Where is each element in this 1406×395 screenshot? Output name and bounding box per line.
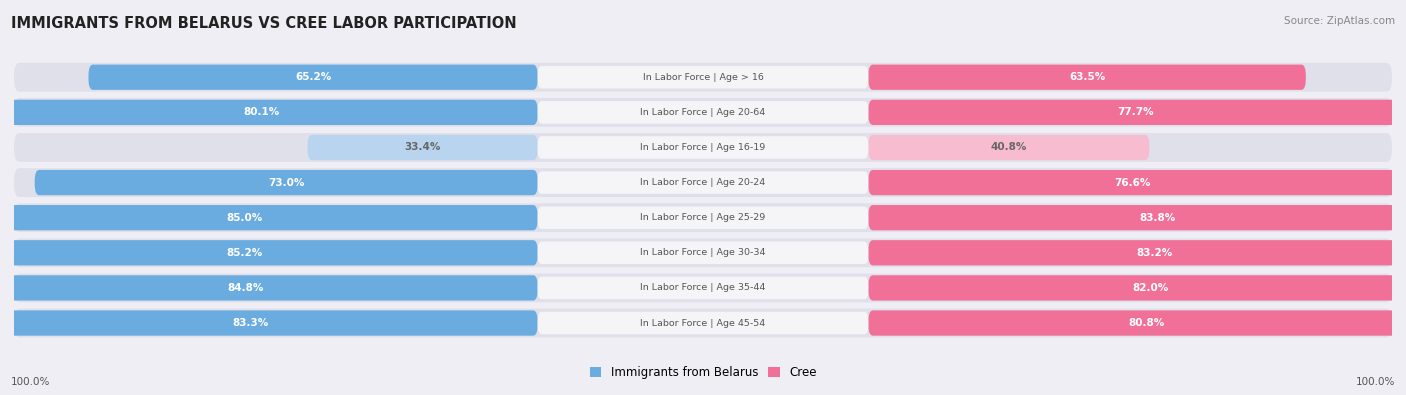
FancyBboxPatch shape — [0, 205, 537, 230]
FancyBboxPatch shape — [537, 276, 869, 299]
FancyBboxPatch shape — [869, 240, 1406, 265]
Text: 33.4%: 33.4% — [405, 143, 441, 152]
FancyBboxPatch shape — [0, 275, 537, 301]
FancyBboxPatch shape — [869, 100, 1403, 125]
FancyBboxPatch shape — [14, 203, 1392, 232]
FancyBboxPatch shape — [869, 310, 1406, 336]
FancyBboxPatch shape — [869, 205, 1406, 230]
Text: 76.6%: 76.6% — [1114, 178, 1150, 188]
Text: 65.2%: 65.2% — [295, 72, 332, 82]
FancyBboxPatch shape — [0, 240, 537, 265]
FancyBboxPatch shape — [537, 242, 869, 264]
Text: In Labor Force | Age 16-19: In Labor Force | Age 16-19 — [640, 143, 766, 152]
FancyBboxPatch shape — [869, 275, 1406, 301]
FancyBboxPatch shape — [0, 310, 537, 336]
FancyBboxPatch shape — [537, 66, 869, 88]
Text: 63.5%: 63.5% — [1069, 72, 1105, 82]
FancyBboxPatch shape — [537, 101, 869, 124]
FancyBboxPatch shape — [14, 168, 1392, 197]
FancyBboxPatch shape — [869, 135, 1150, 160]
Text: 82.0%: 82.0% — [1133, 283, 1168, 293]
FancyBboxPatch shape — [14, 133, 1392, 162]
Text: In Labor Force | Age 20-24: In Labor Force | Age 20-24 — [640, 178, 766, 187]
FancyBboxPatch shape — [14, 273, 1392, 302]
FancyBboxPatch shape — [0, 100, 537, 125]
FancyBboxPatch shape — [35, 170, 537, 195]
Text: 83.8%: 83.8% — [1139, 213, 1175, 223]
Text: In Labor Force | Age 30-34: In Labor Force | Age 30-34 — [640, 248, 766, 257]
FancyBboxPatch shape — [14, 239, 1392, 267]
Text: 73.0%: 73.0% — [269, 178, 304, 188]
Text: In Labor Force | Age 25-29: In Labor Force | Age 25-29 — [640, 213, 766, 222]
Text: 85.2%: 85.2% — [226, 248, 263, 258]
FancyBboxPatch shape — [14, 98, 1392, 127]
Text: 80.8%: 80.8% — [1129, 318, 1164, 328]
Text: 100.0%: 100.0% — [11, 377, 51, 387]
FancyBboxPatch shape — [537, 312, 869, 334]
FancyBboxPatch shape — [537, 136, 869, 159]
Text: 100.0%: 100.0% — [1355, 377, 1395, 387]
FancyBboxPatch shape — [537, 207, 869, 229]
Text: Source: ZipAtlas.com: Source: ZipAtlas.com — [1284, 16, 1395, 26]
Text: 40.8%: 40.8% — [991, 143, 1026, 152]
Text: In Labor Force | Age > 16: In Labor Force | Age > 16 — [643, 73, 763, 82]
FancyBboxPatch shape — [537, 171, 869, 194]
Text: In Labor Force | Age 45-54: In Labor Force | Age 45-54 — [640, 318, 766, 327]
FancyBboxPatch shape — [14, 308, 1392, 337]
Text: 84.8%: 84.8% — [228, 283, 264, 293]
FancyBboxPatch shape — [308, 135, 537, 160]
Text: In Labor Force | Age 20-64: In Labor Force | Age 20-64 — [640, 108, 766, 117]
FancyBboxPatch shape — [14, 63, 1392, 92]
FancyBboxPatch shape — [869, 65, 1306, 90]
Text: 83.2%: 83.2% — [1137, 248, 1173, 258]
Text: In Labor Force | Age 35-44: In Labor Force | Age 35-44 — [640, 283, 766, 292]
Text: 80.1%: 80.1% — [243, 107, 280, 117]
Text: 77.7%: 77.7% — [1118, 107, 1154, 117]
Text: IMMIGRANTS FROM BELARUS VS CREE LABOR PARTICIPATION: IMMIGRANTS FROM BELARUS VS CREE LABOR PA… — [11, 16, 517, 31]
FancyBboxPatch shape — [89, 65, 537, 90]
Legend: Immigrants from Belarus, Cree: Immigrants from Belarus, Cree — [585, 361, 821, 384]
Text: 85.0%: 85.0% — [226, 213, 263, 223]
Text: 83.3%: 83.3% — [232, 318, 269, 328]
FancyBboxPatch shape — [869, 170, 1396, 195]
